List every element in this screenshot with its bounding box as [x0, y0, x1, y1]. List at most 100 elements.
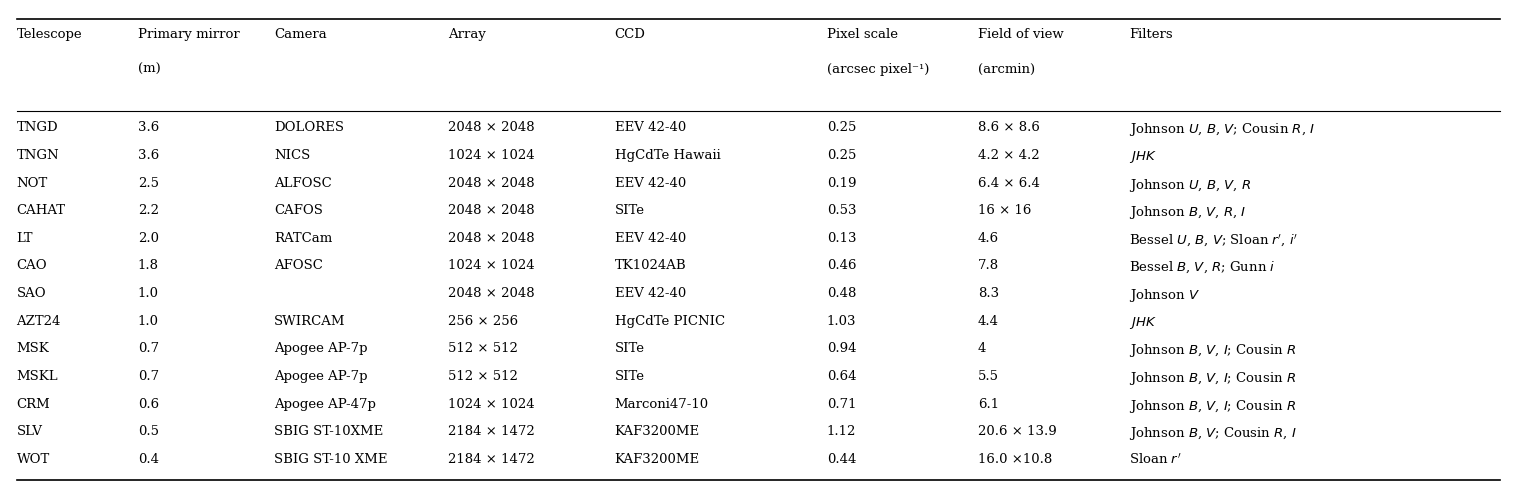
Text: 3.6: 3.6 [138, 149, 159, 162]
Text: 1024 × 1024: 1024 × 1024 [448, 259, 534, 273]
Text: 2184 × 1472: 2184 × 1472 [448, 425, 536, 438]
Text: 0.25: 0.25 [827, 149, 856, 162]
Text: SWIRCAM: SWIRCAM [275, 315, 346, 328]
Text: 16 × 16: 16 × 16 [978, 204, 1032, 217]
Text: 0.19: 0.19 [827, 177, 856, 189]
Text: 0.7: 0.7 [138, 342, 159, 355]
Text: 1.03: 1.03 [827, 315, 856, 328]
Text: 0.13: 0.13 [827, 232, 856, 245]
Text: Apogee AP-47p: Apogee AP-47p [275, 398, 376, 411]
Text: AFOSC: AFOSC [275, 259, 323, 273]
Text: 2.2: 2.2 [138, 204, 159, 217]
Text: Bessel $U$, $B$, $V$; Sloan $r'$, $i'$: Bessel $U$, $B$, $V$; Sloan $r'$, $i'$ [1130, 232, 1299, 248]
Text: 0.25: 0.25 [827, 121, 856, 134]
Text: SLV: SLV [17, 425, 42, 438]
Text: Johnson $B$, $V$, $R$, $I$: Johnson $B$, $V$, $R$, $I$ [1130, 204, 1247, 221]
Text: 0.48: 0.48 [827, 287, 856, 300]
Text: 6.4 × 6.4: 6.4 × 6.4 [978, 177, 1041, 189]
Text: 0.6: 0.6 [138, 398, 159, 411]
Text: Telescope: Telescope [17, 29, 82, 41]
Text: KAF3200ME: KAF3200ME [614, 425, 699, 438]
Text: 512 × 512: 512 × 512 [448, 342, 517, 355]
Text: Johnson $B$, $V$, $I$; Cousin $R$: Johnson $B$, $V$, $I$; Cousin $R$ [1130, 370, 1297, 387]
Text: 2048 × 2048: 2048 × 2048 [448, 121, 534, 134]
Text: Marconi47-10: Marconi47-10 [614, 398, 708, 411]
Text: Field of view: Field of view [978, 29, 1063, 41]
Text: 2048 × 2048: 2048 × 2048 [448, 287, 534, 300]
Text: 6.1: 6.1 [978, 398, 1000, 411]
Text: 4.2 × 4.2: 4.2 × 4.2 [978, 149, 1039, 162]
Text: 8.6 × 8.6: 8.6 × 8.6 [978, 121, 1041, 134]
Text: Apogee AP-7p: Apogee AP-7p [275, 342, 367, 355]
Text: 2048 × 2048: 2048 × 2048 [448, 232, 534, 245]
Text: SBIG ST-10XME: SBIG ST-10XME [275, 425, 384, 438]
Text: Pixel scale: Pixel scale [827, 29, 898, 41]
Text: MSK: MSK [17, 342, 49, 355]
Text: 0.5: 0.5 [138, 425, 159, 438]
Text: 0.94: 0.94 [827, 342, 856, 355]
Text: Primary mirror: Primary mirror [138, 29, 240, 41]
Text: CAO: CAO [17, 259, 47, 273]
Text: 2.0: 2.0 [138, 232, 159, 245]
Text: Camera: Camera [275, 29, 326, 41]
Text: 1024 × 1024: 1024 × 1024 [448, 149, 534, 162]
Text: EEV 42-40: EEV 42-40 [614, 232, 686, 245]
Text: Johnson $B$, $V$, $I$; Cousin $R$: Johnson $B$, $V$, $I$; Cousin $R$ [1130, 342, 1297, 359]
Text: 1.12: 1.12 [827, 425, 856, 438]
Text: 20.6 × 13.9: 20.6 × 13.9 [978, 425, 1057, 438]
Text: 0.44: 0.44 [827, 453, 856, 466]
Text: (arcsec pixel⁻¹): (arcsec pixel⁻¹) [827, 62, 928, 76]
Text: RATCam: RATCam [275, 232, 332, 245]
Text: CAHAT: CAHAT [17, 204, 65, 217]
Text: 0.71: 0.71 [827, 398, 856, 411]
Text: Apogee AP-7p: Apogee AP-7p [275, 370, 367, 383]
Text: AZT24: AZT24 [17, 315, 61, 328]
Text: SITe: SITe [614, 204, 645, 217]
Text: SITe: SITe [614, 370, 645, 383]
Text: CAFOS: CAFOS [275, 204, 323, 217]
Text: 1.0: 1.0 [138, 287, 159, 300]
Text: $JHK$: $JHK$ [1130, 315, 1157, 331]
Text: (m): (m) [138, 62, 161, 76]
Text: 8.3: 8.3 [978, 287, 1000, 300]
Text: NOT: NOT [17, 177, 47, 189]
Text: 3.6: 3.6 [138, 121, 159, 134]
Text: 4.6: 4.6 [978, 232, 1000, 245]
Text: 0.4: 0.4 [138, 453, 159, 466]
Text: 7.8: 7.8 [978, 259, 1000, 273]
Text: 1.0: 1.0 [138, 315, 159, 328]
Text: TNGN: TNGN [17, 149, 59, 162]
Text: 0.64: 0.64 [827, 370, 856, 383]
Text: TNGD: TNGD [17, 121, 58, 134]
Text: 0.53: 0.53 [827, 204, 856, 217]
Text: Johnson $U$, $B$, $V$; Cousin $R$, $I$: Johnson $U$, $B$, $V$; Cousin $R$, $I$ [1130, 121, 1315, 138]
Text: Bessel $B$, $V$, $R$; Gunn $i$: Bessel $B$, $V$, $R$; Gunn $i$ [1130, 259, 1276, 275]
Text: ALFOSC: ALFOSC [275, 177, 332, 189]
Text: NICS: NICS [275, 149, 309, 162]
Text: 4: 4 [978, 342, 986, 355]
Text: SITe: SITe [614, 342, 645, 355]
Text: 5.5: 5.5 [978, 370, 1000, 383]
Text: CCD: CCD [614, 29, 646, 41]
Text: EEV 42-40: EEV 42-40 [614, 287, 686, 300]
Text: TK1024AB: TK1024AB [614, 259, 686, 273]
Text: DOLORES: DOLORES [275, 121, 344, 134]
Text: 2048 × 2048: 2048 × 2048 [448, 204, 534, 217]
Text: 256 × 256: 256 × 256 [448, 315, 519, 328]
Text: 512 × 512: 512 × 512 [448, 370, 517, 383]
Text: Johnson $U$, $B$, $V$, $R$: Johnson $U$, $B$, $V$, $R$ [1130, 177, 1252, 193]
Text: Johnson $V$: Johnson $V$ [1130, 287, 1200, 304]
Text: 0.7: 0.7 [138, 370, 159, 383]
Text: 2048 × 2048: 2048 × 2048 [448, 177, 534, 189]
Text: HgCdTe PICNIC: HgCdTe PICNIC [614, 315, 725, 328]
Text: 2184 × 1472: 2184 × 1472 [448, 453, 536, 466]
Text: SBIG ST-10 XME: SBIG ST-10 XME [275, 453, 387, 466]
Text: KAF3200ME: KAF3200ME [614, 453, 699, 466]
Text: MSKL: MSKL [17, 370, 58, 383]
Text: $JHK$: $JHK$ [1130, 149, 1157, 165]
Text: 0.46: 0.46 [827, 259, 856, 273]
Text: 1024 × 1024: 1024 × 1024 [448, 398, 534, 411]
Text: HgCdTe Hawaii: HgCdTe Hawaii [614, 149, 721, 162]
Text: 2.5: 2.5 [138, 177, 159, 189]
Text: Sloan $r'$: Sloan $r'$ [1130, 453, 1182, 467]
